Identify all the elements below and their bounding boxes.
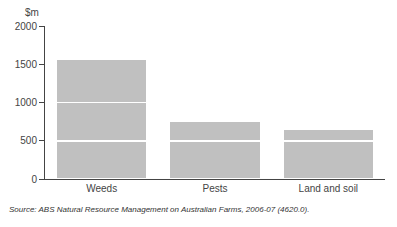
svg-text:1500: 1500 <box>15 59 38 70</box>
svg-text:500: 500 <box>20 135 37 146</box>
svg-text:$m: $m <box>25 7 39 18</box>
svg-text:Weeds: Weeds <box>86 183 117 194</box>
svg-text:Source: ABS Natural Resource M: Source: ABS Natural Resource Management … <box>9 205 309 214</box>
svg-text:Pests: Pests <box>202 183 227 194</box>
svg-text:1000: 1000 <box>15 97 38 108</box>
svg-text:Land and soil: Land and soil <box>299 183 359 194</box>
svg-text:2000: 2000 <box>15 21 38 32</box>
svg-text:0: 0 <box>31 174 37 185</box>
